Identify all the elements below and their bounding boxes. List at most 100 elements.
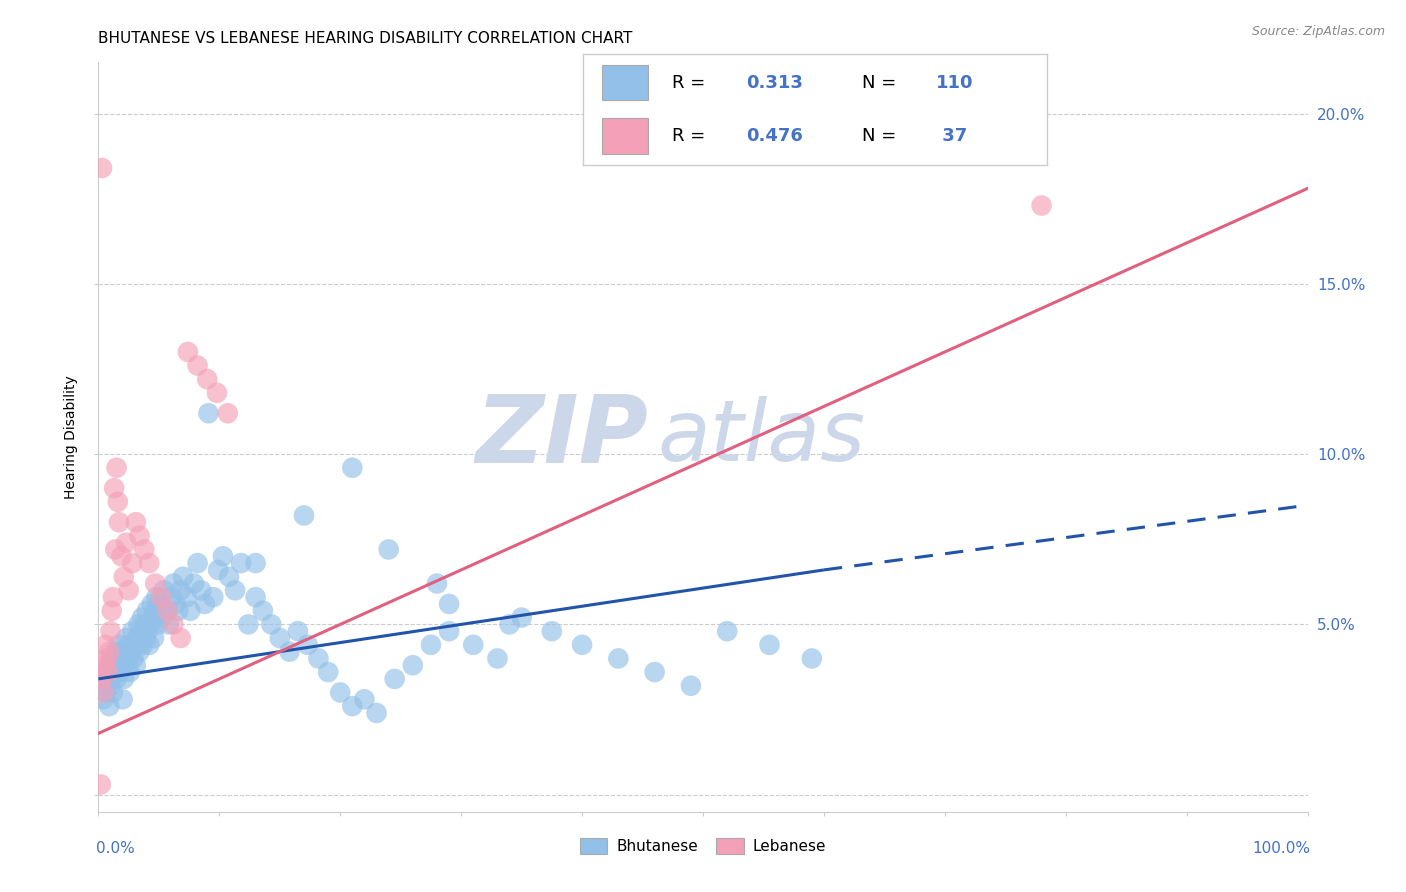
Point — [498, 617, 520, 632]
Text: 0.0%: 0.0% — [96, 841, 135, 856]
Point — [105, 460, 128, 475]
Point — [157, 617, 180, 632]
Point — [800, 651, 823, 665]
Point — [238, 617, 260, 632]
Text: 0.313: 0.313 — [747, 73, 803, 92]
Point — [98, 699, 121, 714]
Point — [716, 624, 738, 639]
Point — [114, 651, 136, 665]
Point — [162, 576, 184, 591]
Point — [104, 645, 127, 659]
Point — [103, 665, 125, 679]
Point — [679, 679, 702, 693]
Point — [156, 604, 179, 618]
Point — [135, 604, 157, 618]
Point — [112, 570, 135, 584]
Point — [218, 570, 240, 584]
Point — [108, 665, 131, 679]
Point — [148, 597, 170, 611]
Text: BHUTANESE VS LEBANESE HEARING DISABILITY CORRELATION CHART: BHUTANESE VS LEBANESE HEARING DISABILITY… — [98, 31, 633, 46]
Point — [125, 658, 148, 673]
Text: 37: 37 — [936, 127, 967, 145]
Point — [121, 624, 143, 639]
Bar — [602, 65, 648, 101]
Point — [115, 535, 138, 549]
Point — [100, 679, 122, 693]
Text: 110: 110 — [936, 73, 973, 92]
Point — [194, 597, 217, 611]
Point — [308, 651, 330, 665]
Point — [342, 699, 364, 714]
Point — [94, 638, 117, 652]
Point — [187, 359, 209, 373]
Point — [342, 460, 364, 475]
Point — [139, 617, 162, 632]
Point — [96, 651, 118, 665]
Point — [118, 665, 141, 679]
Y-axis label: Hearing Disability: Hearing Disability — [65, 376, 79, 499]
Point — [91, 685, 114, 699]
Point — [252, 604, 274, 618]
Point — [100, 624, 122, 639]
Point — [138, 556, 160, 570]
Point — [224, 583, 246, 598]
Point — [146, 617, 169, 632]
Point — [101, 685, 124, 699]
Point — [111, 692, 134, 706]
Point — [316, 665, 339, 679]
Point — [571, 638, 593, 652]
Point — [195, 372, 218, 386]
Point — [103, 481, 125, 495]
Point — [111, 645, 134, 659]
Point — [217, 406, 239, 420]
Point — [183, 576, 205, 591]
Point — [540, 624, 562, 639]
Point — [120, 645, 142, 659]
Point — [129, 624, 152, 639]
Point — [245, 556, 267, 570]
Point — [190, 583, 212, 598]
Point — [150, 610, 173, 624]
Point — [93, 665, 115, 679]
Point — [135, 631, 157, 645]
Point — [94, 685, 117, 699]
Point — [107, 495, 129, 509]
Point — [98, 645, 121, 659]
Point — [644, 665, 666, 679]
Point — [97, 665, 120, 679]
Point — [97, 658, 120, 673]
Point — [143, 631, 166, 645]
Point — [117, 658, 139, 673]
Point — [437, 597, 460, 611]
Point — [160, 590, 183, 604]
Point — [329, 685, 352, 699]
Point — [90, 777, 112, 791]
Point — [162, 617, 184, 632]
Point — [152, 583, 174, 598]
Point — [100, 651, 122, 665]
Point — [110, 658, 132, 673]
Point — [93, 658, 115, 673]
Text: atlas: atlas — [657, 395, 865, 479]
Point — [107, 651, 129, 665]
Point — [91, 161, 114, 175]
Point — [127, 617, 149, 632]
Point — [229, 556, 252, 570]
Point — [278, 645, 301, 659]
Point — [169, 583, 191, 598]
Point — [426, 576, 449, 591]
Point — [91, 679, 114, 693]
Point — [118, 638, 141, 652]
Point — [269, 631, 291, 645]
Point — [187, 556, 209, 570]
Point — [132, 638, 155, 652]
Point — [122, 651, 145, 665]
Point — [136, 624, 159, 639]
Point — [110, 549, 132, 564]
Point — [105, 672, 128, 686]
Point — [105, 658, 128, 673]
Point — [297, 638, 319, 652]
Point — [207, 563, 229, 577]
Point — [165, 597, 187, 611]
Point — [141, 597, 163, 611]
